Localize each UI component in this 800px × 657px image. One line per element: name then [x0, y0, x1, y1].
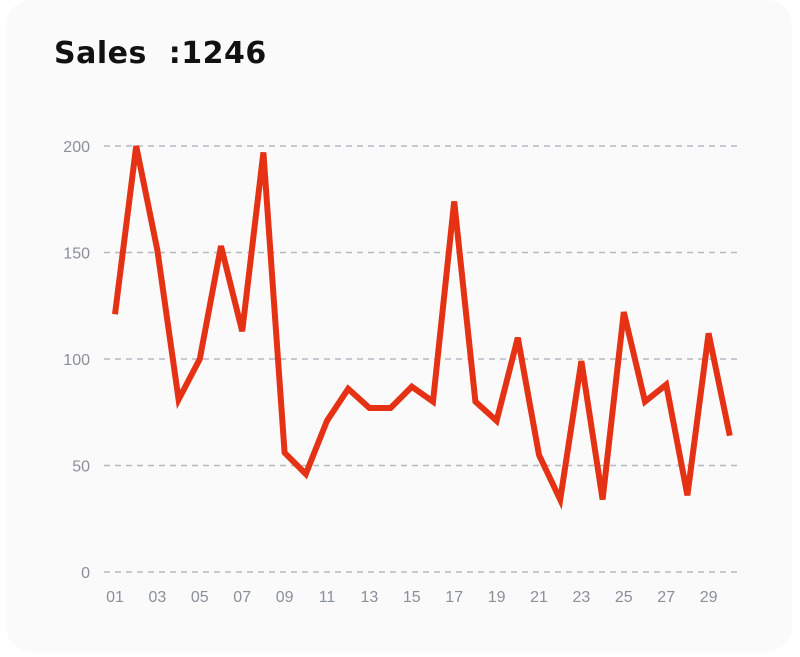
y-tick-label-0: 0 — [81, 565, 90, 582]
x-tick-label-0: 01 — [106, 589, 124, 606]
x-tick-label-3: 07 — [233, 589, 251, 606]
x-tick-label-6: 13 — [361, 589, 379, 606]
x-tick-label-12: 25 — [615, 589, 633, 606]
x-tick-label-13: 27 — [657, 589, 675, 606]
y-tick-label-2: 100 — [63, 352, 90, 369]
y-tick-label-4: 200 — [63, 139, 90, 156]
x-tick-label-14: 29 — [700, 589, 718, 606]
y-tick-label-3: 150 — [63, 246, 90, 263]
x-tick-label-10: 21 — [530, 589, 548, 606]
x-tick-label-1: 03 — [149, 589, 167, 606]
y-tick-label-1: 50 — [72, 459, 90, 476]
series-line-0 — [112, 145, 733, 510]
x-tick-label-4: 09 — [276, 589, 294, 606]
title-separator: : — [168, 36, 182, 71]
x-tick-label-8: 17 — [445, 589, 463, 606]
chart-card: Sales :1246 — [6, 0, 792, 652]
title-label: Sales — [54, 36, 147, 71]
chart-title: Sales :1246 — [54, 36, 267, 71]
title-total: 1246 — [181, 36, 267, 71]
x-tick-label-11: 23 — [573, 589, 591, 606]
x-tick-label-9: 19 — [488, 589, 506, 606]
x-tick-label-7: 15 — [403, 589, 421, 606]
x-tick-label-2: 05 — [191, 589, 209, 606]
x-tick-label-5: 11 — [319, 589, 336, 606]
